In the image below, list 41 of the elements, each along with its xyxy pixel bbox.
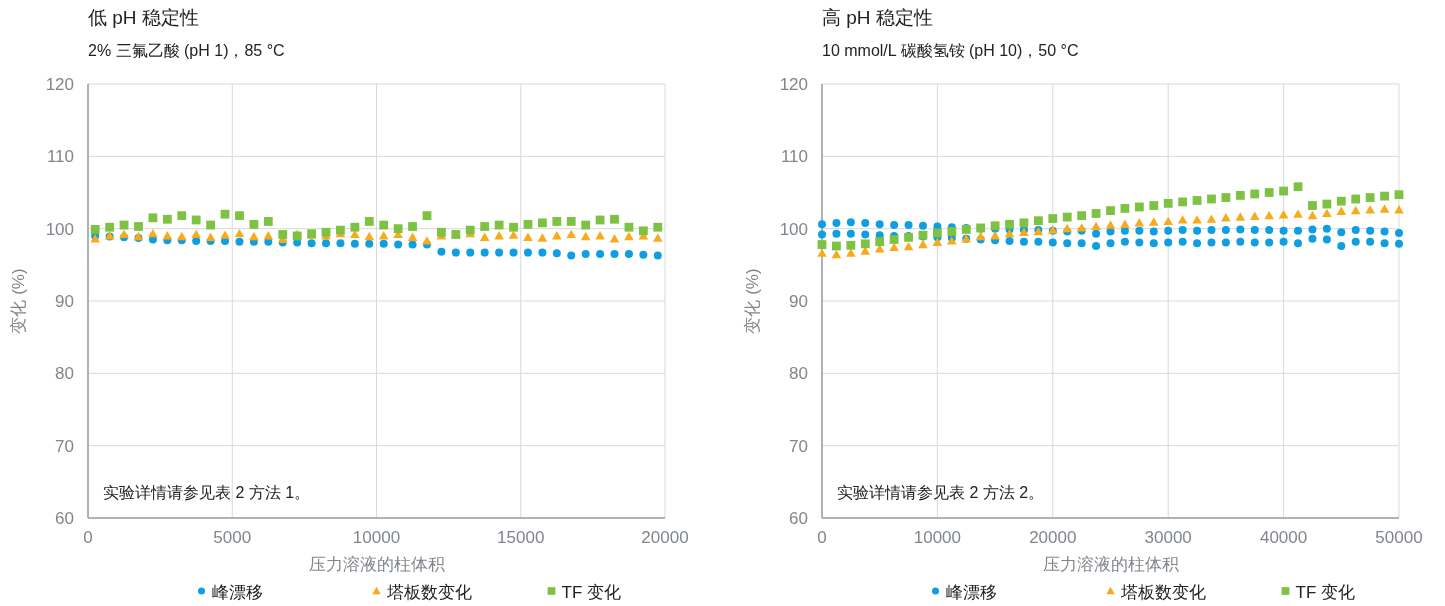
x-axis-title: 压力溶液的柱体积 [1042, 555, 1179, 574]
y-tick-label: 120 [45, 75, 74, 94]
y-tick-label: 60 [789, 509, 808, 528]
y-tick-label: 120 [779, 75, 808, 94]
y-axis-title: 变化 (%) [9, 268, 28, 334]
x-tick-label: 0 [817, 528, 827, 547]
y-tick-label: 80 [55, 364, 74, 384]
y-tick-label: 60 [55, 509, 74, 528]
chart-subtitle: 2% 三氟乙酸 (pH 1)，85 °C [88, 42, 285, 59]
annotation: 实验详情请参见表 2 方法 2。 [837, 484, 1045, 501]
x-tick-label: 50000 [1375, 528, 1423, 547]
chart-title: 高 pH 稳定性 [822, 7, 933, 28]
x-tick-label: 15000 [497, 528, 545, 547]
y-tick-label: 90 [789, 292, 808, 311]
x-tick-label: 5000 [213, 528, 252, 547]
legend-label: 塔板数变化 [1119, 583, 1206, 602]
x-tick-label: 0 [83, 528, 93, 547]
legend-label: 塔板数变化 [385, 583, 472, 602]
y-tick-label: 110 [46, 147, 74, 167]
annotation: 实验详情请参见表 2 方法 1。 [103, 484, 311, 501]
x-tick-label: 20000 [1029, 528, 1077, 547]
legend-label: 峰漂移 [945, 583, 997, 602]
y-tick-label: 110 [780, 147, 808, 167]
y-tick-label: 70 [789, 436, 808, 456]
x-tick-label: 20000 [641, 528, 689, 547]
x-tick-label: 10000 [913, 528, 962, 547]
x-tick-label: 40000 [1259, 528, 1308, 547]
x-tick-label: 10000 [352, 528, 401, 547]
y-tick-label: 90 [55, 292, 74, 311]
legend-label: TF 变化 [561, 583, 621, 602]
chart-title: 低 pH 稳定性 [88, 7, 199, 28]
legend-label: TF 变化 [1295, 583, 1355, 602]
y-axis-title: 变化 (%) [743, 268, 762, 334]
y-tick-label: 80 [789, 364, 808, 384]
y-tick-label: 100 [45, 219, 74, 239]
legend-label: 峰漂移 [211, 583, 263, 602]
x-axis-title: 压力溶液的柱体积 [308, 555, 445, 574]
y-tick-label: 100 [779, 219, 808, 239]
chart-subtitle: 10 mmol/L 碳酸氢铵 (pH 10)，50 °C [822, 42, 1079, 59]
x-tick-label: 30000 [1144, 528, 1192, 547]
y-tick-label: 70 [55, 436, 74, 456]
